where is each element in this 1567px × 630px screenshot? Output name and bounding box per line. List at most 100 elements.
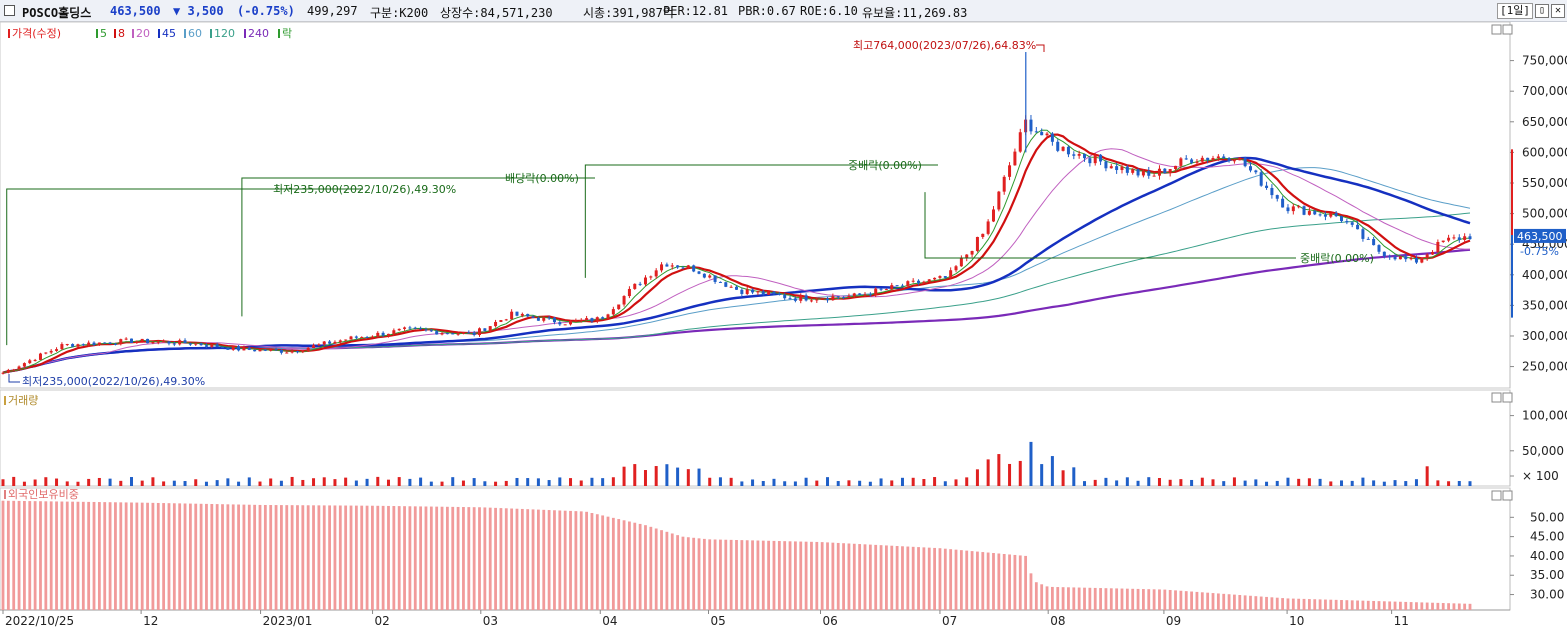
candle-body [1227, 158, 1231, 162]
foreign-bar [1265, 596, 1268, 610]
candle-body [1463, 236, 1467, 240]
foreign-bar [1254, 596, 1258, 610]
foreign-bar [365, 505, 369, 610]
panel-max-icon-1[interactable] [1491, 392, 1502, 403]
foreign-bar [574, 511, 578, 610]
pbr-value: PBR:0.67 [738, 4, 796, 18]
candle-body [440, 333, 444, 335]
period-selector[interactable]: [1일] [1497, 3, 1533, 19]
candle-body [959, 258, 963, 267]
volume-bar [601, 478, 605, 486]
candle-body [836, 296, 840, 298]
volume-bar [333, 479, 337, 486]
candle-body [1013, 151, 1017, 166]
candle-body [1157, 168, 1161, 176]
foreign-bar [1136, 588, 1140, 610]
volume-bar [1, 479, 5, 486]
foreign-bar [783, 541, 787, 610]
candle-body [1088, 158, 1092, 164]
volume-bar [847, 480, 851, 486]
candle-body [788, 298, 792, 300]
candle-body [274, 349, 278, 351]
foreign-bar [601, 515, 605, 610]
foreign-bar [1040, 584, 1044, 610]
foreign-bar [831, 542, 835, 610]
foreign-bar [87, 501, 91, 610]
foreign-bar [424, 506, 428, 610]
foreign-bar [1227, 594, 1231, 610]
candle-body [804, 295, 808, 301]
legend-swatch [184, 29, 186, 38]
candle-body [1066, 146, 1070, 155]
volume-bar [1168, 479, 1172, 486]
volume-bar [504, 480, 508, 486]
candle-body [922, 281, 926, 284]
volume-bar [933, 477, 937, 486]
volume-bar [194, 479, 198, 486]
candle-body [927, 279, 931, 282]
panel-close-icon-2[interactable] [1502, 490, 1513, 501]
volume-bar [911, 477, 915, 486]
panel-close-icon-0[interactable] [1502, 24, 1513, 35]
foreign-bar [670, 533, 674, 610]
foreign-bar [1233, 594, 1236, 610]
annotation-ex-div-line-1 [6, 188, 363, 346]
candle-body [381, 332, 385, 336]
volume-bar [365, 478, 369, 486]
candle-body [842, 297, 846, 299]
volume-bar [344, 477, 348, 486]
candle-body [194, 343, 198, 345]
candle-body [140, 338, 144, 342]
foreign-bar [1313, 599, 1317, 610]
candle-body [338, 340, 342, 342]
split-icon[interactable]: ▯ [1535, 4, 1549, 18]
candle-body [1297, 206, 1301, 208]
volume-bar [1372, 480, 1376, 486]
candle-body [135, 341, 139, 343]
volume-bar [986, 459, 990, 486]
foreign-bar [1174, 590, 1177, 610]
candle-body [408, 327, 412, 329]
volume-bar [815, 480, 819, 486]
foreign-bar [1131, 588, 1135, 610]
candle-body [28, 360, 32, 364]
candle-body [76, 344, 80, 347]
volume-bar [1275, 480, 1279, 486]
volume-bar [1211, 479, 1215, 486]
foreign-bar [547, 510, 551, 610]
foreign-bar [992, 553, 995, 610]
candle-body [1275, 195, 1279, 199]
close-icon[interactable]: ✕ [1551, 4, 1565, 18]
foreign-bar [1104, 588, 1108, 610]
foreign-bar [280, 505, 283, 610]
foreign-bar [328, 505, 331, 610]
volume-bar [247, 477, 251, 486]
volume-bar [611, 477, 615, 486]
foreign-bar [520, 508, 524, 610]
candle-body [638, 283, 642, 285]
market-cap: 시총:391,987억 [583, 6, 674, 20]
foreign-bar [1329, 599, 1333, 610]
candle-body [124, 338, 128, 340]
volume-bar [483, 481, 487, 486]
candle-body [692, 265, 696, 272]
foreign-tick-label: 30.00 [1530, 588, 1564, 602]
candle-body [279, 349, 283, 353]
panel-max-icon-2[interactable] [1491, 490, 1502, 501]
panel-close-icon-1[interactable] [1502, 392, 1513, 403]
volume-bar [55, 478, 59, 486]
foreign-bar [1222, 593, 1226, 610]
foreign-bar [976, 551, 979, 610]
foreign-bar [1286, 598, 1290, 610]
foreign-bar [633, 522, 637, 610]
panel-max-icon-0[interactable] [1491, 24, 1502, 35]
candle-body [585, 318, 589, 320]
annotation-ex-div-line-3 [584, 164, 938, 278]
foreign-bar [167, 503, 171, 610]
candle-body [33, 359, 37, 361]
volume-bar [76, 481, 80, 486]
select-checkbox[interactable] [4, 5, 15, 16]
foreign-bar [1431, 602, 1434, 610]
candle-body [333, 341, 337, 344]
